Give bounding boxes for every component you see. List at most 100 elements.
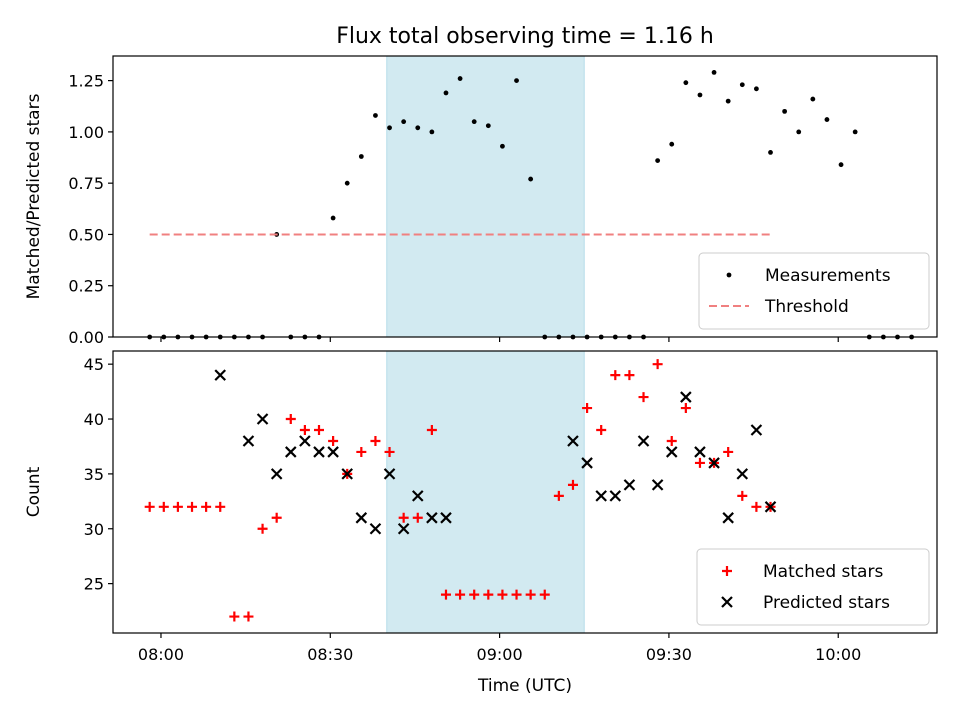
y-tick-label: 25 bbox=[84, 575, 104, 594]
legend-box bbox=[696, 548, 930, 626]
data-point bbox=[665, 446, 678, 458]
legend-label: Measurements bbox=[765, 266, 891, 286]
data-point bbox=[398, 512, 409, 523]
data-point bbox=[256, 413, 269, 425]
x-tick-label: 09:00 bbox=[477, 645, 523, 664]
y-tick-label: 45 bbox=[84, 355, 104, 374]
data-point bbox=[229, 611, 240, 622]
data-point bbox=[582, 403, 593, 414]
data-point bbox=[810, 96, 816, 102]
data-point bbox=[723, 446, 734, 457]
data-point bbox=[852, 129, 858, 135]
data-point bbox=[708, 457, 720, 469]
y-tick-label: 0.25 bbox=[68, 277, 104, 296]
axes-frame bbox=[112, 55, 938, 338]
data-point bbox=[257, 523, 268, 534]
data-point bbox=[440, 589, 451, 600]
data-point bbox=[271, 512, 282, 523]
data-point bbox=[497, 589, 508, 600]
legend: Matched stars Predicted stars bbox=[696, 548, 930, 626]
data-point bbox=[764, 501, 777, 513]
y-tick-label: 0.75 bbox=[68, 174, 104, 193]
chart-title: Flux total observing time = 1.16 h bbox=[336, 24, 714, 49]
data-point bbox=[455, 589, 466, 600]
data-point bbox=[383, 468, 396, 480]
data-point bbox=[651, 479, 664, 491]
data-point bbox=[739, 82, 745, 88]
data-point bbox=[652, 359, 663, 370]
y-axis-label: Count bbox=[24, 466, 44, 517]
data-point bbox=[680, 391, 692, 403]
legend: Measurements Threshold bbox=[698, 252, 930, 330]
data-point bbox=[397, 522, 410, 535]
data-point bbox=[299, 425, 310, 436]
data-point bbox=[750, 424, 763, 436]
data-point bbox=[838, 162, 844, 168]
data-point bbox=[694, 457, 705, 468]
series-predicted-stars bbox=[214, 369, 777, 535]
data-point bbox=[299, 435, 311, 447]
data-point bbox=[341, 468, 353, 480]
y-tick-label: 0.00 bbox=[68, 328, 104, 347]
data-point bbox=[736, 468, 749, 480]
y-tick-label: 1.00 bbox=[68, 123, 104, 142]
data-point bbox=[725, 98, 731, 104]
data-point bbox=[596, 425, 607, 436]
data-point bbox=[285, 414, 296, 425]
data-point bbox=[697, 92, 703, 98]
data-point bbox=[595, 490, 607, 502]
data-point bbox=[384, 446, 395, 457]
data-point bbox=[440, 512, 452, 524]
data-point bbox=[525, 589, 536, 600]
data-point bbox=[694, 446, 706, 458]
data-point bbox=[270, 468, 283, 480]
data-point bbox=[666, 435, 677, 446]
x-tick-label: 09:30 bbox=[646, 645, 692, 664]
data-point bbox=[485, 123, 491, 129]
data-point bbox=[567, 435, 579, 447]
data-point bbox=[426, 425, 437, 436]
data-point bbox=[610, 370, 621, 381]
data-point bbox=[680, 403, 691, 414]
data-point bbox=[722, 512, 734, 524]
data-point bbox=[356, 446, 367, 457]
data-point bbox=[782, 108, 788, 114]
axes-frame bbox=[112, 350, 938, 634]
data-point bbox=[457, 76, 463, 81]
data-point bbox=[514, 78, 519, 84]
data-point bbox=[411, 490, 424, 502]
data-point bbox=[214, 369, 227, 381]
y-tick-label: 40 bbox=[84, 410, 104, 429]
data-point bbox=[243, 611, 254, 622]
legend-marker bbox=[721, 596, 733, 608]
data-point bbox=[511, 589, 522, 600]
shaded-region bbox=[386, 55, 585, 338]
data-point bbox=[358, 154, 364, 159]
series-matched-stars bbox=[144, 359, 776, 622]
legend-label: Predicted stars bbox=[763, 593, 890, 613]
data-point bbox=[824, 117, 830, 122]
data-point bbox=[187, 501, 198, 512]
data-point bbox=[471, 119, 477, 125]
data-point bbox=[328, 435, 339, 446]
x-tick-label: 08:30 bbox=[307, 645, 353, 664]
data-point bbox=[443, 90, 449, 96]
data-point bbox=[172, 501, 183, 512]
y-tick-label: 30 bbox=[84, 520, 104, 539]
data-point bbox=[429, 129, 435, 135]
data-point bbox=[751, 501, 762, 512]
data-point bbox=[753, 86, 759, 92]
panel-ratio: 0.00 0.25 0.50 0.75 1.00 1.25 Matched/Predicte… bbox=[24, 55, 938, 347]
data-point bbox=[401, 119, 407, 125]
data-point bbox=[623, 479, 636, 491]
y-tick-label: 35 bbox=[84, 465, 104, 484]
y-axis-label: Matched/Predicted stars bbox=[24, 93, 44, 299]
data-point bbox=[737, 490, 748, 501]
data-point bbox=[412, 512, 423, 523]
data-point bbox=[369, 522, 382, 535]
y-tick-label: 1.25 bbox=[68, 72, 104, 91]
data-point bbox=[637, 435, 650, 447]
data-point bbox=[387, 125, 392, 131]
data-point bbox=[285, 446, 297, 458]
